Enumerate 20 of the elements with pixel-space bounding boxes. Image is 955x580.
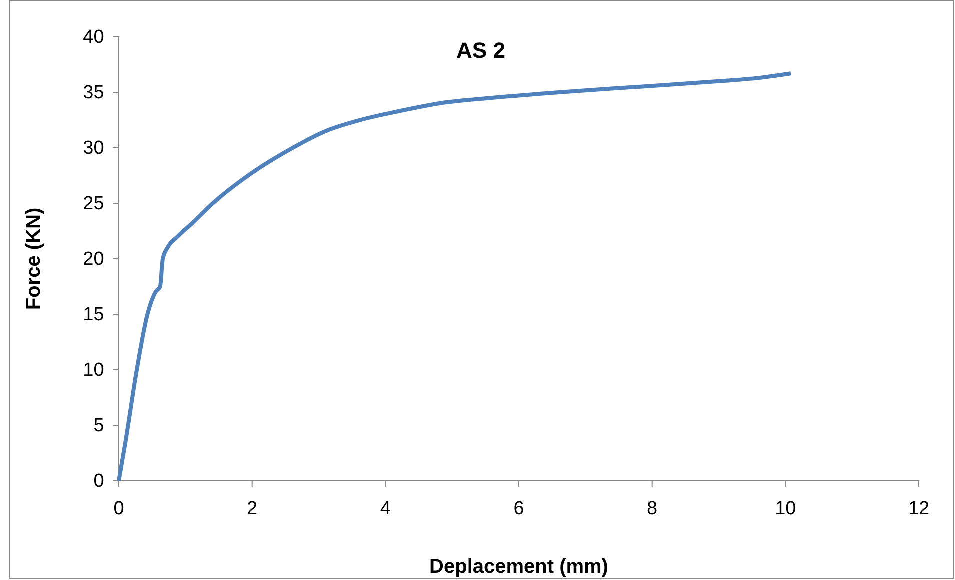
y-tick-label: 20 bbox=[83, 249, 104, 270]
y-tick-label: 15 bbox=[83, 304, 104, 326]
line-series bbox=[117, 72, 793, 483]
y-tick-label: 40 bbox=[83, 27, 104, 48]
y-tick-label: 0 bbox=[94, 471, 104, 492]
y-axis-title: Force (KN) bbox=[23, 208, 45, 310]
x-axis-title: Deplacement (mm) bbox=[430, 556, 608, 578]
x-tick-label: 12 bbox=[908, 498, 930, 520]
y-tick-label: 25 bbox=[83, 194, 104, 215]
x-tick-label: 8 bbox=[647, 498, 658, 520]
y-tick-label: 5 bbox=[94, 416, 104, 437]
x-tick-label: 4 bbox=[380, 498, 392, 520]
chart-title: AS 2 bbox=[456, 38, 506, 63]
x-tick-label: 6 bbox=[514, 498, 524, 520]
y-tick-label: 10 bbox=[83, 360, 104, 382]
x-tick-label: 2 bbox=[247, 498, 258, 520]
y-tick-label: 35 bbox=[83, 82, 104, 104]
x-tick-label: 0 bbox=[114, 498, 124, 520]
y-tick-label: 30 bbox=[83, 138, 104, 160]
x-tick-label: 10 bbox=[775, 498, 796, 520]
